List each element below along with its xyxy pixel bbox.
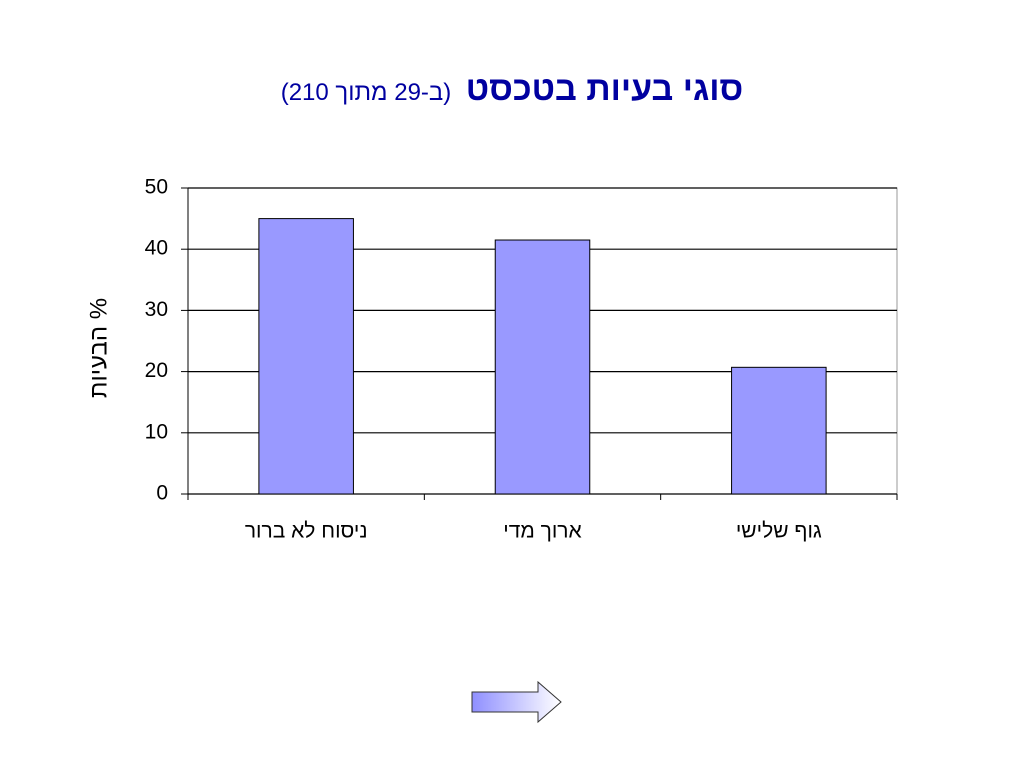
y-tick-label: 30 <box>145 298 168 321</box>
title-row: סוגי בעיות בטכסט (ב-29 מתוך 210) <box>0 70 1024 109</box>
chart-subtitle: (ב-29 מתוך 210) <box>280 79 452 106</box>
chart-title: סוגי בעיות בטכסט <box>465 70 744 108</box>
bar <box>494 239 591 495</box>
bar <box>731 366 827 495</box>
y-axis-label: % הבעיות <box>85 298 112 398</box>
next-arrow[interactable] <box>471 680 562 724</box>
y-tick-label: 10 <box>145 420 168 443</box>
x-tick-label: גוף שלישי <box>736 520 822 543</box>
y-tick-label: 50 <box>145 176 168 199</box>
y-tick-label: 40 <box>145 237 168 260</box>
x-tick-label: ניסוח לא ברור <box>245 520 368 543</box>
y-tick-label: 20 <box>145 359 168 382</box>
bar <box>258 218 354 495</box>
x-tick-label: ארוך מדי <box>503 520 581 543</box>
y-tick-label: 0 <box>156 482 168 505</box>
